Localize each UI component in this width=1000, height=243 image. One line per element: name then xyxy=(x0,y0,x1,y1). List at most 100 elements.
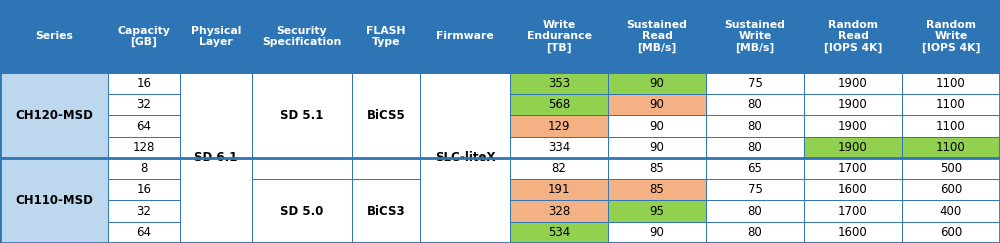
Text: 80: 80 xyxy=(748,98,762,111)
Bar xyxy=(706,94,804,115)
Text: 82: 82 xyxy=(552,162,566,175)
Text: 568: 568 xyxy=(548,98,570,111)
Bar xyxy=(902,73,1000,94)
Text: 1700: 1700 xyxy=(838,162,868,175)
Bar xyxy=(108,179,180,200)
Bar xyxy=(108,158,180,179)
Text: 90: 90 xyxy=(650,120,664,132)
Text: 1600: 1600 xyxy=(838,226,868,239)
Bar xyxy=(252,0,352,73)
Bar xyxy=(804,179,902,200)
Text: Sustained
Read
[MB/s]: Sustained Read [MB/s] xyxy=(627,20,687,53)
Bar xyxy=(352,73,420,158)
Bar xyxy=(706,73,804,94)
Bar xyxy=(902,222,1000,243)
Bar xyxy=(902,0,1000,73)
Bar xyxy=(902,137,1000,158)
Text: 353: 353 xyxy=(548,77,570,90)
Bar xyxy=(108,0,180,73)
Bar xyxy=(706,222,804,243)
Bar xyxy=(706,200,804,222)
Text: 75: 75 xyxy=(748,77,762,90)
Text: 85: 85 xyxy=(650,162,664,175)
Text: 1600: 1600 xyxy=(838,183,868,196)
Text: 1100: 1100 xyxy=(936,98,966,111)
Bar xyxy=(510,158,608,179)
Text: 90: 90 xyxy=(650,141,664,154)
Bar xyxy=(252,179,352,243)
Text: 85: 85 xyxy=(650,183,664,196)
Bar xyxy=(706,0,804,73)
Bar xyxy=(608,94,706,115)
Text: 129: 129 xyxy=(548,120,570,132)
Bar xyxy=(902,158,1000,179)
Bar xyxy=(706,137,804,158)
Text: 80: 80 xyxy=(748,205,762,217)
Bar xyxy=(108,137,180,158)
Bar xyxy=(608,222,706,243)
Text: 500: 500 xyxy=(940,162,962,175)
Bar xyxy=(706,179,804,200)
Bar xyxy=(804,137,902,158)
Text: 90: 90 xyxy=(650,226,664,239)
Text: 90: 90 xyxy=(650,98,664,111)
Bar xyxy=(804,115,902,137)
Bar xyxy=(252,158,352,179)
Text: SD 6.1: SD 6.1 xyxy=(194,151,238,165)
Bar xyxy=(608,158,706,179)
Text: Capacity
[GB]: Capacity [GB] xyxy=(118,26,170,47)
Text: 534: 534 xyxy=(548,226,570,239)
Text: Physical
Layer: Physical Layer xyxy=(191,26,241,47)
Bar xyxy=(608,200,706,222)
Bar xyxy=(108,200,180,222)
Bar xyxy=(608,0,706,73)
Bar xyxy=(804,73,902,94)
Bar xyxy=(108,73,180,94)
Bar xyxy=(108,115,180,137)
Bar xyxy=(510,94,608,115)
Bar xyxy=(608,137,706,158)
Text: 64: 64 xyxy=(136,120,152,132)
Bar xyxy=(108,222,180,243)
Text: 80: 80 xyxy=(748,226,762,239)
Text: Sustained
Write
[MB/s]: Sustained Write [MB/s] xyxy=(725,20,785,53)
Bar xyxy=(804,158,902,179)
Text: 600: 600 xyxy=(940,183,962,196)
Text: 400: 400 xyxy=(940,205,962,217)
Text: BiCS5: BiCS5 xyxy=(367,109,405,122)
Bar xyxy=(902,115,1000,137)
Bar xyxy=(804,200,902,222)
Bar xyxy=(510,73,608,94)
Text: 80: 80 xyxy=(748,120,762,132)
Text: 1100: 1100 xyxy=(936,141,966,154)
Bar xyxy=(902,200,1000,222)
Text: 75: 75 xyxy=(748,183,762,196)
Text: 1700: 1700 xyxy=(838,205,868,217)
Text: 16: 16 xyxy=(136,77,152,90)
Text: 80: 80 xyxy=(748,141,762,154)
Text: 1900: 1900 xyxy=(838,98,868,111)
Text: 191: 191 xyxy=(548,183,570,196)
Bar xyxy=(804,222,902,243)
Text: Random
Write
[IOPS 4K]: Random Write [IOPS 4K] xyxy=(922,20,980,53)
Bar xyxy=(0,0,108,73)
Text: 32: 32 xyxy=(137,205,151,217)
Text: 8: 8 xyxy=(140,162,148,175)
Bar xyxy=(902,94,1000,115)
Text: SD 5.1: SD 5.1 xyxy=(280,109,324,122)
Text: 1100: 1100 xyxy=(936,77,966,90)
Bar xyxy=(510,137,608,158)
Text: CH120-MSD: CH120-MSD xyxy=(15,109,93,122)
Text: 95: 95 xyxy=(650,205,664,217)
Bar xyxy=(608,115,706,137)
Bar xyxy=(608,73,706,94)
Bar xyxy=(252,73,352,158)
Text: SD 5.0: SD 5.0 xyxy=(280,205,324,217)
Text: Firmware: Firmware xyxy=(436,31,494,42)
Bar xyxy=(352,179,420,243)
Text: 328: 328 xyxy=(548,205,570,217)
Bar xyxy=(804,94,902,115)
Bar xyxy=(510,200,608,222)
Bar xyxy=(804,0,902,73)
Bar xyxy=(352,158,420,179)
